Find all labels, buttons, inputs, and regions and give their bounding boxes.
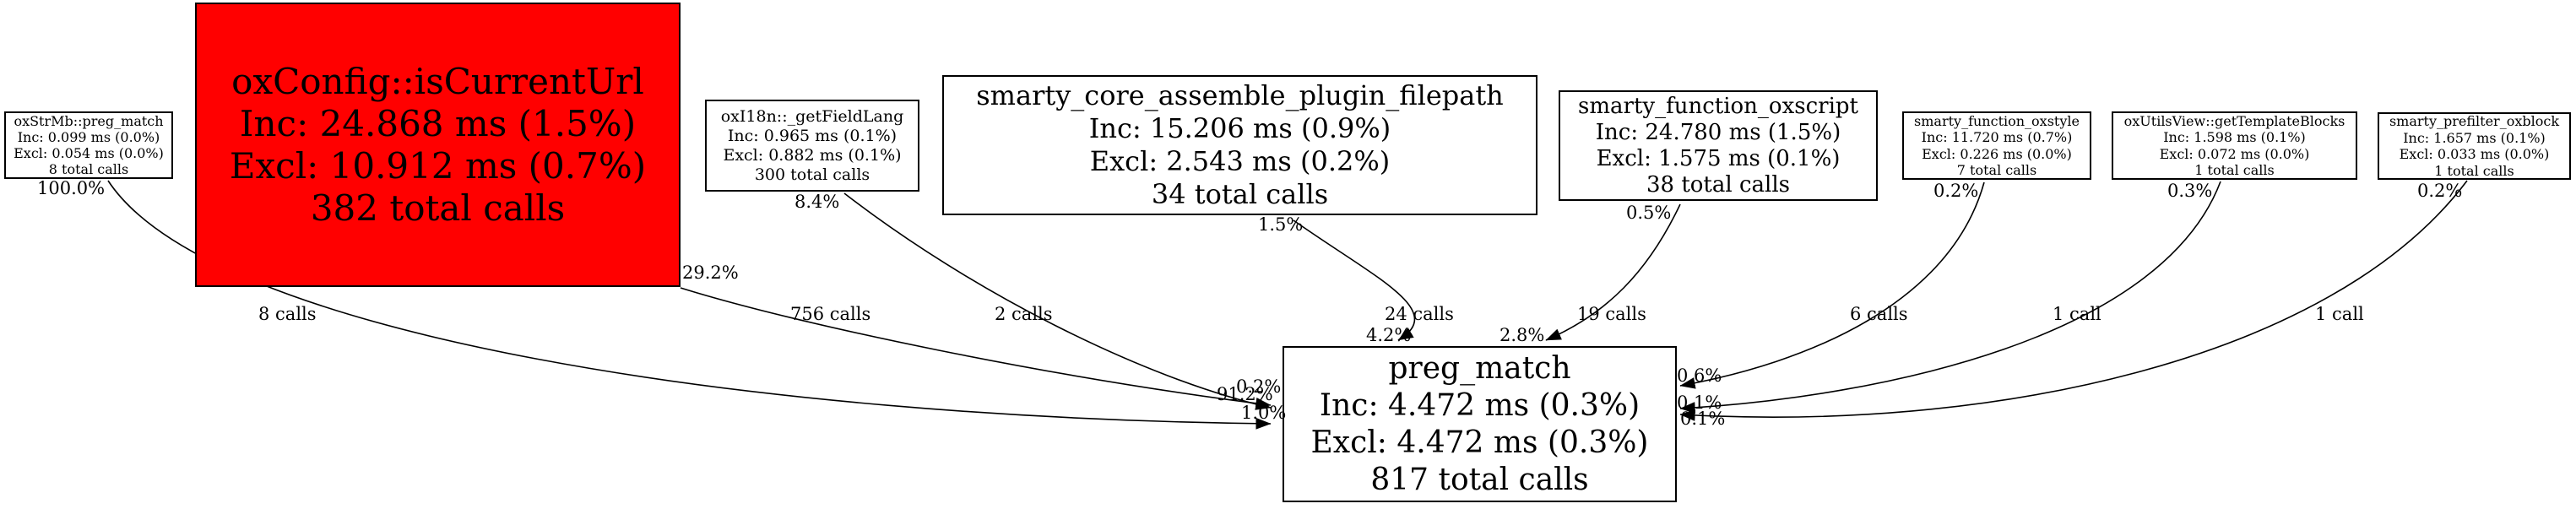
node-oxutilsview-gettemplateblocks: oxUtilsView::getTemplateBlocks Inc: 1.59… — [2112, 111, 2357, 180]
edge-head-percent: 0.6% — [1677, 366, 1722, 386]
node-title: smarty_core_assemble_plugin_filepath — [976, 79, 1504, 111]
node-title: oxUtilsView::getTemplateBlocks — [2123, 112, 2346, 129]
edge-calls-label: 6 calls — [1850, 304, 1908, 324]
edge-oxutilsview-to-preg-match — [1679, 181, 2221, 414]
node-inclusive-time: Inc: 24.868 ms (1.5%) — [239, 102, 637, 144]
node-title: oxStrMb::preg_match — [14, 113, 164, 129]
edge-smarty-core-to-preg-match — [1293, 219, 1416, 341]
node-exclusive-time: Excl: 10.912 ms (0.7%) — [229, 144, 647, 187]
edge-head-percent: 1.0% — [1241, 403, 1287, 423]
node-total-calls: 7 total calls — [1956, 162, 2037, 178]
edge-head-percent: 91.2% — [1217, 384, 1273, 404]
node-title: preg_match — [1388, 350, 1571, 386]
node-total-calls: 1 total calls — [2194, 162, 2275, 178]
node-preg-match: preg_match Inc: 4.472 ms (0.3%) Excl: 4.… — [1283, 346, 1677, 502]
node-total-calls: 382 total calls — [310, 187, 566, 229]
node-exclusive-time: Excl: 4.472 ms (0.3%) — [1310, 425, 1649, 460]
edge-head-percent: 2.8% — [1500, 325, 1545, 345]
edge-calls-label: 1 call — [2053, 304, 2101, 324]
edge-calls-label: 2 calls — [995, 304, 1053, 324]
node-smarty-core-assemble-plugin-filepath: smarty_core_assemble_plugin_filepath Inc… — [942, 75, 1537, 215]
node-exclusive-time: Excl: 2.543 ms (0.2%) — [1089, 145, 1391, 177]
edge-tail-percent: 0.2% — [2417, 181, 2463, 201]
node-total-calls: 38 total calls — [1646, 171, 1790, 198]
node-total-calls: 300 total calls — [754, 165, 870, 184]
node-exclusive-time: Excl: 0.226 ms (0.0%) — [1922, 145, 2072, 162]
edge-oxscript-to-preg-match — [1545, 203, 1681, 341]
edge-calls-label: 756 calls — [790, 304, 871, 324]
node-oxstrmb-preg-match: oxStrMb::preg_match Inc: 0.099 ms (0.0%)… — [4, 111, 173, 179]
node-title: oxConfig::isCurrentUrl — [231, 60, 644, 102]
edge-tail-percent: 29.2% — [682, 263, 739, 283]
edge-tail-percent: 0.5% — [1626, 203, 1672, 223]
edge-calls-label: 24 calls — [1385, 304, 1454, 324]
node-exclusive-time: Excl: 0.033 ms (0.0%) — [2399, 146, 2550, 162]
node-exclusive-time: Excl: 0.882 ms (0.1%) — [723, 145, 902, 165]
node-title: smarty_function_oxscript — [1578, 93, 1858, 119]
node-inclusive-time: Inc: 1.598 ms (0.1%) — [2163, 129, 2306, 145]
node-title: smarty_prefilter_oxblock — [2389, 113, 2560, 129]
edge-head-percent: 0.2% — [1236, 376, 1282, 397]
edge-oxblock-to-preg-match — [1679, 180, 2468, 421]
edge-calls-label: 8 calls — [258, 304, 317, 324]
node-total-calls: 8 total calls — [48, 161, 129, 177]
node-smarty-function-oxscript: smarty_function_oxscript Inc: 24.780 ms … — [1559, 90, 1878, 201]
edge-calls-label: 19 calls — [1577, 304, 1646, 324]
edge-calls-label: 1 call — [2315, 304, 2364, 324]
node-inclusive-time: Inc: 1.657 ms (0.1%) — [2403, 129, 2546, 146]
edge-tail-percent: 0.3% — [2167, 181, 2213, 201]
node-total-calls: 817 total calls — [1370, 462, 1589, 497]
edge-head-percent: 0.1% — [1680, 409, 1726, 429]
edge-tail-percent: 0.2% — [1933, 181, 1979, 201]
node-inclusive-time: Inc: 4.472 ms (0.3%) — [1319, 387, 1641, 423]
node-inclusive-time: Inc: 11.720 ms (0.7%) — [1921, 129, 2073, 145]
node-smarty-function-oxstyle: smarty_function_oxstyle Inc: 11.720 ms (… — [1902, 111, 2091, 180]
node-inclusive-time: Inc: 0.099 ms (0.0%) — [17, 129, 160, 145]
edge-oxi18n-to-preg-match — [843, 192, 1272, 410]
node-oxconfig-iscurrenturl: oxConfig::isCurrentUrl Inc: 24.868 ms (1… — [195, 3, 681, 287]
node-exclusive-time: Excl: 1.575 ms (0.1%) — [1596, 145, 1841, 171]
node-smarty-prefilter-oxblock: smarty_prefilter_oxblock Inc: 1.657 ms (… — [2378, 112, 2571, 180]
node-title: smarty_function_oxstyle — [1914, 112, 2080, 129]
edge-tail-percent: 1.5% — [1258, 214, 1304, 235]
node-exclusive-time: Excl: 0.072 ms (0.0%) — [2159, 145, 2310, 162]
edge-head-percent: 0.1% — [1677, 393, 1722, 413]
edge-tail-percent: 8.4% — [794, 192, 840, 212]
node-inclusive-time: Inc: 24.780 ms (1.5%) — [1595, 119, 1841, 145]
node-exclusive-time: Excl: 0.054 ms (0.0%) — [14, 145, 164, 161]
node-title: oxI18n::_getFieldLang — [720, 106, 904, 126]
node-inclusive-time: Inc: 15.206 ms (0.9%) — [1088, 112, 1391, 144]
node-total-calls: 34 total calls — [1151, 178, 1329, 210]
node-inclusive-time: Inc: 0.965 ms (0.1%) — [727, 126, 898, 145]
node-oxi18n-getfieldlang: oxI18n::_getFieldLang Inc: 0.965 ms (0.1… — [705, 100, 919, 192]
edge-oxconfig-to-preg-match — [680, 287, 1272, 409]
edge-head-percent: 4.2% — [1366, 325, 1412, 345]
edge-tail-percent: 100.0% — [37, 178, 106, 198]
node-total-calls: 1 total calls — [2434, 162, 2514, 179]
edge-oxstrmb-to-preg-match — [107, 180, 1272, 430]
edge-oxstyle-to-preg-match — [1679, 181, 1985, 389]
